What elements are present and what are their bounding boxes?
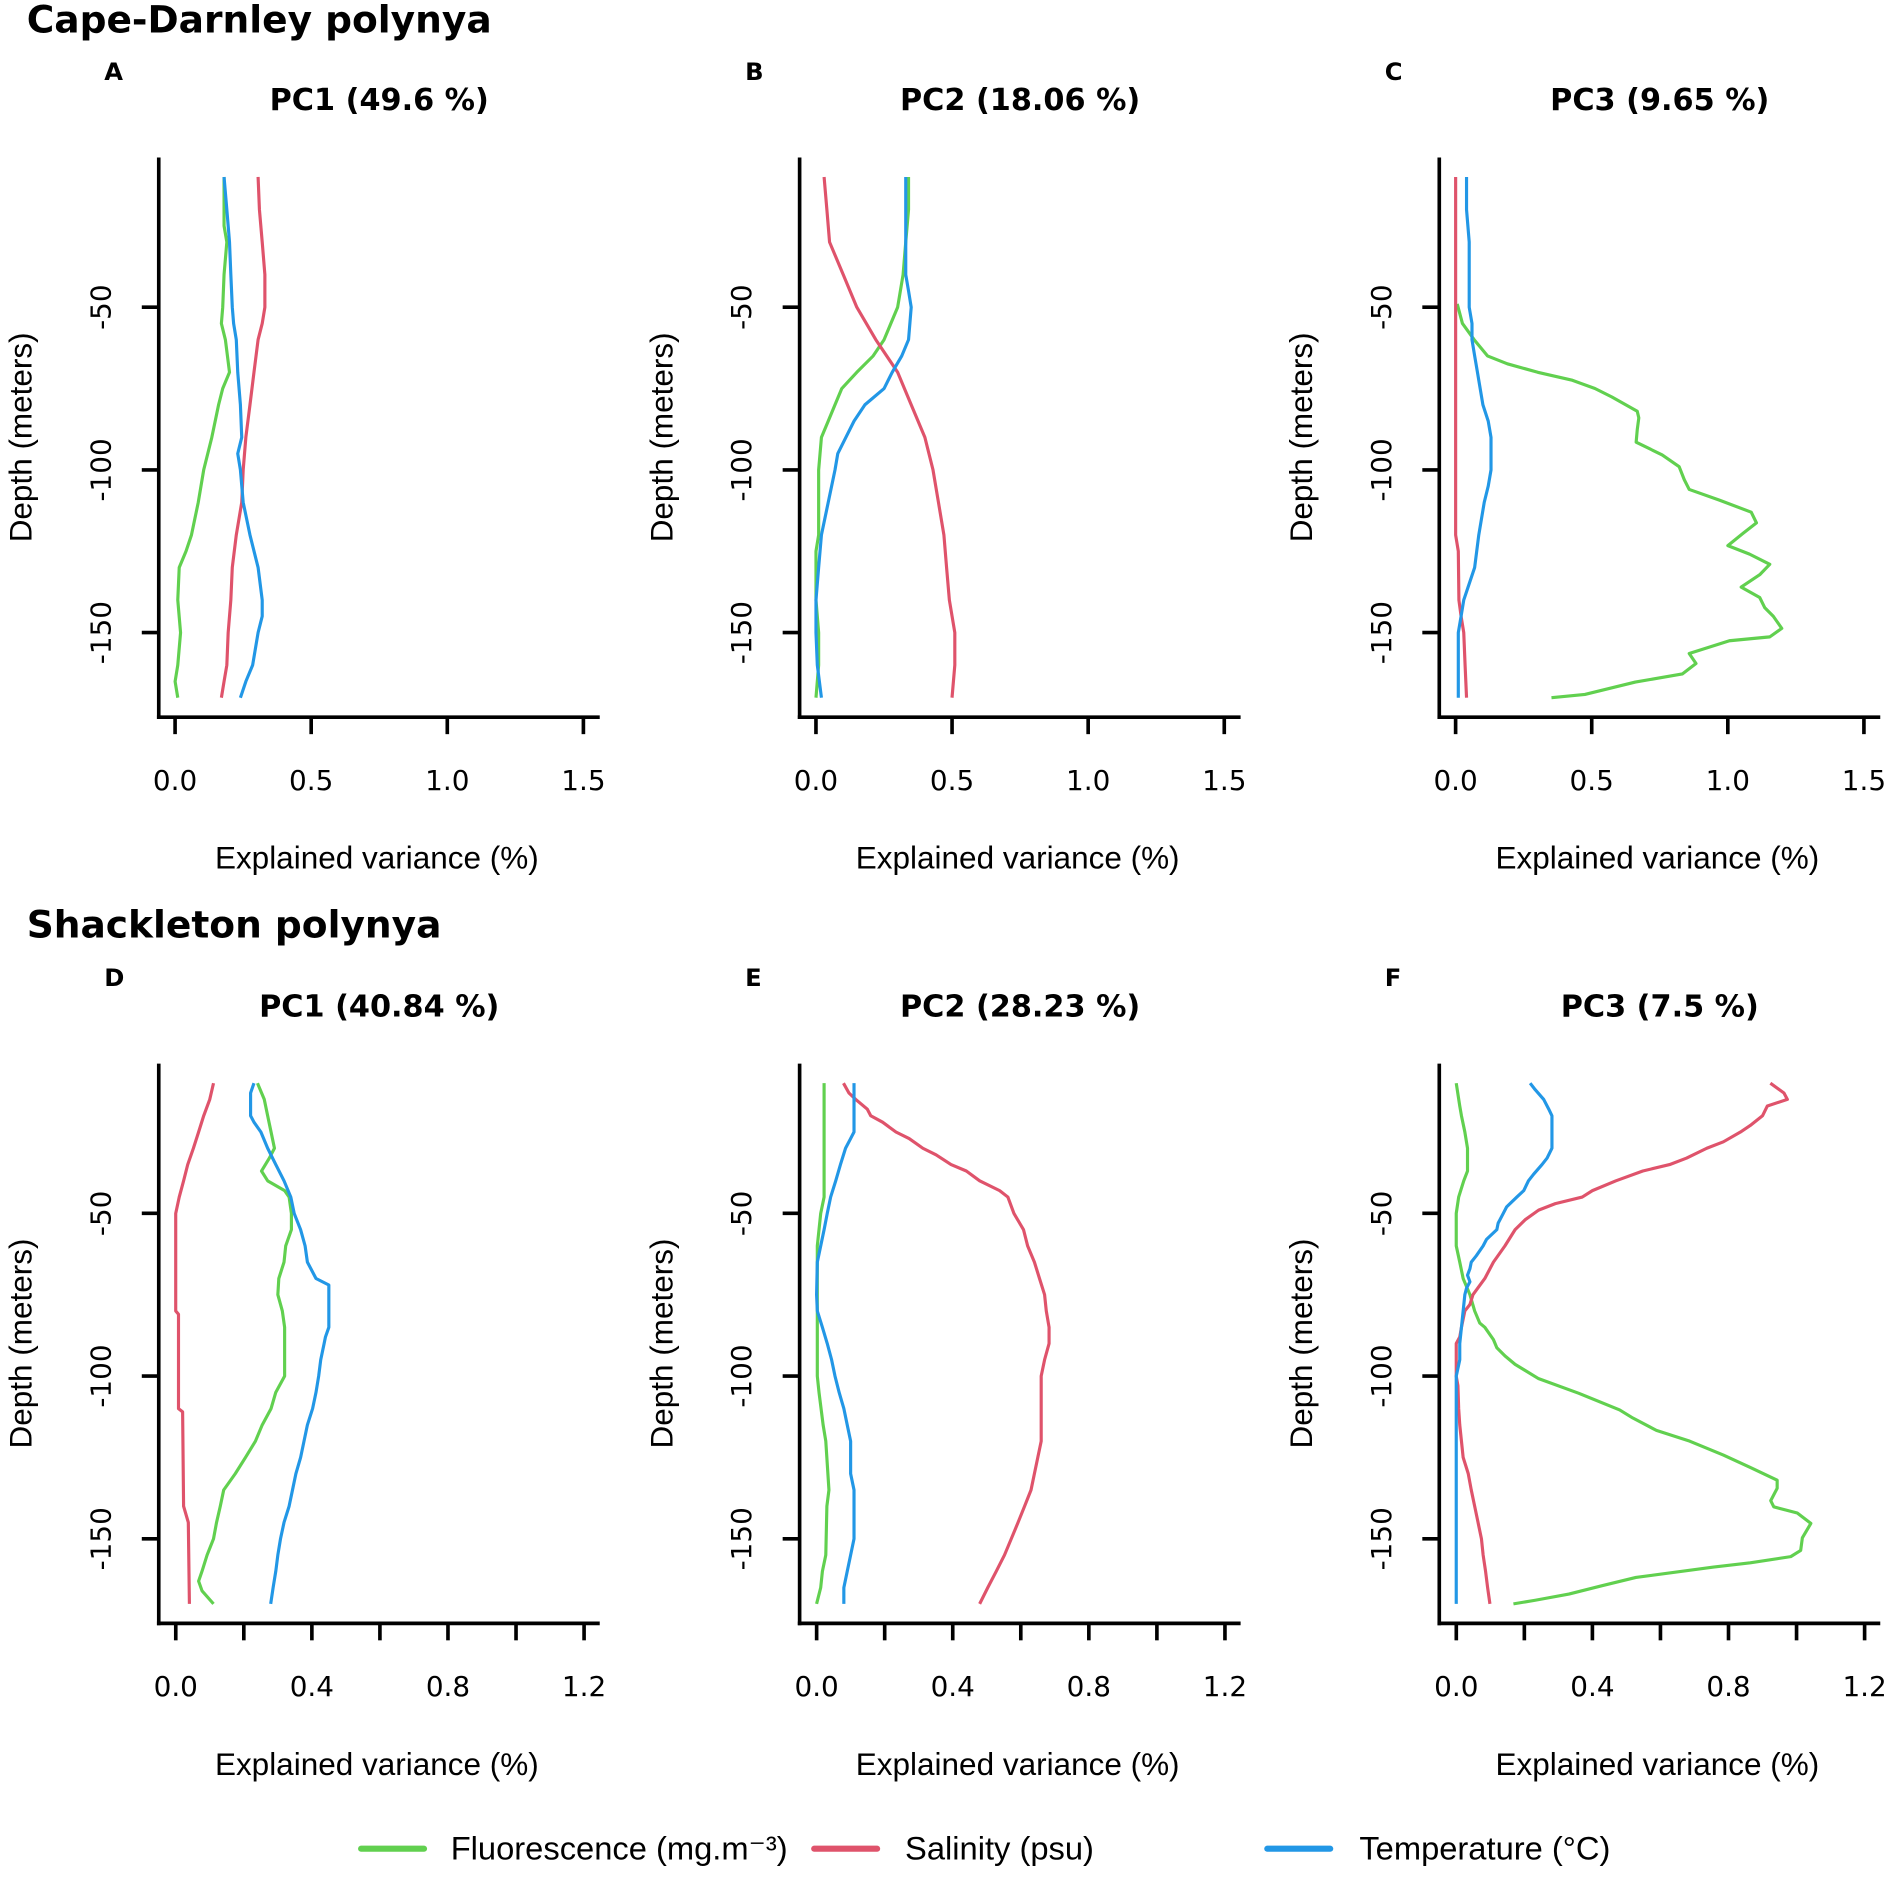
panel-letter: A [104, 58, 123, 86]
y-tick-label: -100 [725, 1344, 758, 1407]
x-tick-label: 1.2 [1203, 1670, 1247, 1703]
x-tick-label: 0.8 [1067, 1670, 1111, 1703]
y-tick-label: -150 [725, 601, 758, 664]
series-line-fluorescence [197, 1082, 293, 1605]
panel-title: PC2 (28.23 %) [900, 989, 1140, 1024]
x-tick-label: 0.8 [426, 1670, 470, 1703]
series-line-fluorescence [1455, 303, 1784, 700]
series-line-temperature [1456, 176, 1493, 698]
panel-title: PC3 (7.5 %) [1561, 989, 1759, 1024]
series-line-fluorescence [173, 176, 232, 698]
y-axis-label: Depth (meters) [643, 1239, 679, 1449]
panel-letter: B [745, 58, 763, 86]
y-axis-label: Depth (meters) [3, 332, 39, 542]
y-tick-label: -150 [84, 1507, 117, 1570]
x-tick-label: 0.4 [290, 1670, 334, 1703]
x-axis-label: Explained variance (%) [215, 840, 539, 876]
series-line-fluorescence [814, 176, 911, 698]
x-axis-label: Explained variance (%) [856, 1746, 1180, 1782]
x-tick-label: 0.4 [1570, 1670, 1614, 1703]
panel-letter: E [745, 964, 762, 992]
panel-letter: F [1385, 964, 1402, 992]
y-tick-label: -50 [84, 1191, 117, 1237]
series-line-temperature [814, 176, 913, 698]
x-tick-label: 0.5 [930, 764, 974, 797]
y-tick-label: -150 [1365, 601, 1398, 664]
series-line-fluorescence [1454, 1082, 1813, 1606]
y-tick-label: -150 [1365, 1507, 1398, 1570]
x-axis-label: Explained variance (%) [1495, 840, 1819, 876]
y-tick-label: -50 [1365, 1191, 1398, 1237]
y-axis-label: Depth (meters) [1283, 1239, 1319, 1449]
panel-c: C PC3 (9.65 %) 0.0 0.5 1.0 1.5 -50 -100 -150 Expl… [1283, 58, 1886, 876]
x-tick-label: 0.8 [1706, 1670, 1750, 1703]
x-tick-label: 0.4 [931, 1670, 975, 1703]
series-line-salinity [822, 176, 957, 698]
x-axis-label: Explained variance (%) [215, 1746, 539, 1782]
x-tick-label: 1.0 [425, 764, 469, 797]
x-tick-label: 0.0 [794, 764, 838, 797]
y-tick-label: -50 [725, 284, 758, 330]
y-tick-label: -100 [725, 438, 758, 501]
y-tick-label: -100 [84, 1344, 117, 1407]
x-tick-label: 1.5 [1202, 764, 1246, 797]
panel-b: B PC2 (18.06 %) 0.0 0.5 1.0 1.5 -50 -100 -150 Exp… [643, 58, 1246, 876]
panel-letter: C [1385, 58, 1403, 86]
y-tick-label: -100 [1365, 438, 1398, 501]
x-tick-label: 1.5 [1842, 764, 1886, 797]
panel-title: PC3 (9.65 %) [1550, 83, 1769, 118]
series-line-temperature [1454, 1082, 1554, 1604]
x-tick-label: 0.0 [794, 1670, 838, 1703]
y-axis-label: Depth (meters) [3, 1239, 39, 1449]
x-tick-label: 0.0 [153, 764, 197, 797]
series-line-temperature [249, 1082, 331, 1605]
y-tick-label: -50 [84, 284, 117, 330]
x-tick-label: 0.0 [1434, 1670, 1478, 1703]
legend-label-temperature: Temperature (°C) [1359, 1830, 1610, 1867]
y-tick-label: -50 [725, 1191, 758, 1237]
panel-f: F PC3 (7.5 %) 0.0 0.4 0.8 1.2 -50 -100 -150 Expla… [1283, 964, 1887, 1782]
x-tick-label: 0.5 [1570, 764, 1614, 797]
series-line-fluorescence [815, 1083, 831, 1605]
x-tick-label: 1.0 [1066, 764, 1110, 797]
x-tick-label: 1.0 [1706, 764, 1750, 797]
y-axis-label: Depth (meters) [643, 332, 679, 542]
panel-title: PC2 (18.06 %) [900, 83, 1140, 118]
series-line-salinity [1454, 176, 1469, 698]
x-tick-label: 0.0 [154, 1670, 198, 1703]
x-tick-label: 0.5 [289, 764, 333, 797]
legend-label-salinity: Salinity (psu) [905, 1830, 1094, 1867]
x-axis-label: Explained variance (%) [856, 840, 1180, 876]
panels: A PC1 (49.6 %) 0.0 0.5 1.0 1.5 -50 -100 -150 Expl… [3, 58, 1887, 1782]
panel-title: PC1 (49.6 %) [270, 83, 489, 118]
y-tick-label: -50 [1365, 284, 1398, 330]
y-tick-label: -150 [725, 1507, 758, 1570]
series-line-salinity [1454, 1081, 1789, 1605]
x-tick-label: 1.5 [561, 764, 605, 797]
y-tick-label: -100 [84, 438, 117, 501]
x-tick-label: 1.2 [562, 1670, 606, 1703]
series-line-salinity [219, 176, 267, 698]
series-line-temperature [815, 1083, 856, 1604]
panel-d: D PC1 (40.84 %) 0.0 0.4 0.8 1.2 -50 -100 -150 Exp… [3, 964, 607, 1782]
legend-label-fluorescence: Fluorescence (mg.m⁻³) [451, 1830, 788, 1867]
y-tick-label: -150 [84, 601, 117, 664]
y-axis-label: Depth (meters) [1283, 332, 1319, 542]
x-axis-label: Explained variance (%) [1495, 1746, 1819, 1782]
x-tick-label: 1.2 [1842, 1670, 1886, 1703]
panel-a: A PC1 (49.6 %) 0.0 0.5 1.0 1.5 -50 -100 -150 Expl… [3, 58, 606, 876]
heading-shackleton: Shackleton polynya [27, 903, 442, 947]
panel-letter: D [104, 964, 124, 992]
heading-cape-darnley: Cape-Darnley polynya [27, 0, 492, 42]
y-tick-label: -100 [1365, 1344, 1398, 1407]
series-line-salinity [174, 1082, 216, 1604]
series-line-temperature [222, 176, 264, 699]
legend: Fluorescence (mg.m⁻³) Salinity (psu) Tem… [358, 1830, 1610, 1867]
panel-e: E PC2 (28.23 %) 0.0 0.4 0.8 1.2 -50 -100 -150 Exp… [643, 964, 1247, 1782]
x-tick-label: 0.0 [1433, 764, 1477, 797]
panel-title: PC1 (40.84 %) [259, 989, 499, 1024]
series-line-salinity [842, 1082, 1051, 1605]
